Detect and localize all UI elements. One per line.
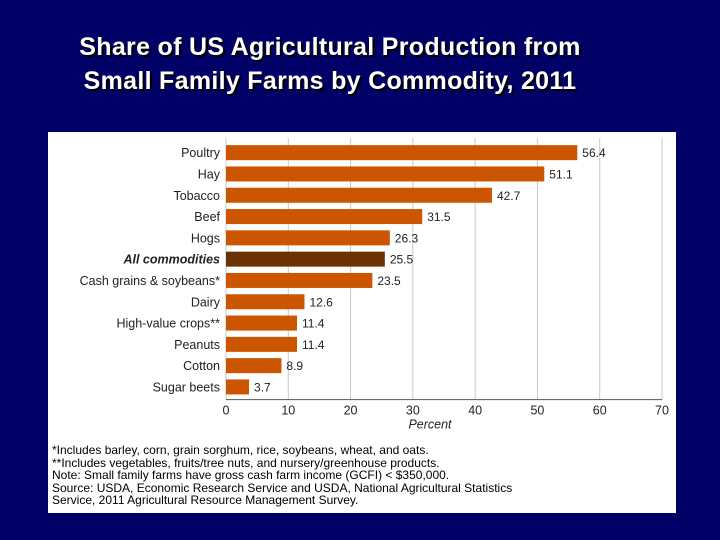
bar xyxy=(226,209,423,225)
x-tick-label: 0 xyxy=(223,404,230,418)
value-label: 11.4 xyxy=(302,317,325,331)
bar-chart: Poultry 56.4 Hay 51.1 Tobacco 42.7 Beef 31.5 Hog… xyxy=(80,138,669,432)
note-line: Note: Small family farms have gross cash… xyxy=(52,468,450,482)
value-label: 42.7 xyxy=(497,189,521,203)
value-label: 31.5 xyxy=(427,210,451,224)
category-label: All commodities xyxy=(122,253,220,267)
bar xyxy=(226,187,492,203)
category-label: Hogs xyxy=(191,231,220,245)
category-label: Sugar beets xyxy=(153,380,220,394)
note-line: **Includes vegetables, fruits/tree nuts,… xyxy=(52,455,440,470)
value-label: 56.4 xyxy=(582,146,606,160)
value-label: 11.4 xyxy=(302,338,325,352)
value-label: 12.6 xyxy=(309,295,333,309)
category-label: Peanuts xyxy=(174,338,220,352)
x-tick-label: 70 xyxy=(655,404,669,418)
category-label: Cash grains & soybeans* xyxy=(80,274,220,288)
category-label: High-value crops** xyxy=(116,317,220,331)
bar xyxy=(226,358,282,374)
category-label: Poultry xyxy=(181,146,221,160)
chart-notes: *Includes barley, corn, grain sorghum, r… xyxy=(52,444,672,507)
note-line: Service, 2011 Agricultural Resource Mana… xyxy=(52,493,359,507)
x-tick-label: 20 xyxy=(344,404,358,418)
note-line: *Includes barley, corn, grain sorghum, r… xyxy=(52,443,429,457)
value-label: 26.3 xyxy=(395,231,419,245)
x-tick-label: 10 xyxy=(281,404,295,418)
bar xyxy=(226,272,373,288)
category-label: Hay xyxy=(198,167,221,181)
bar xyxy=(226,315,298,331)
category-label: Cotton xyxy=(183,359,220,373)
bar xyxy=(226,166,545,182)
bar xyxy=(226,251,385,267)
value-label: 8.9 xyxy=(286,359,303,373)
bar xyxy=(226,230,390,246)
value-label: 25.5 xyxy=(390,253,414,267)
bar xyxy=(226,379,250,395)
category-label: Beef xyxy=(194,210,220,224)
category-label: Tobacco xyxy=(173,189,220,203)
chart-panel: Poultry 56.4 Hay 51.1 Tobacco 42.7 Beef 31.5 Hog… xyxy=(48,132,676,513)
bar xyxy=(226,336,298,352)
slide-title: Share of US Agricultural Production from… xyxy=(0,30,660,98)
x-tick-label: 60 xyxy=(593,404,607,418)
title-line-1: Share of US Agricultural Production from xyxy=(79,33,581,61)
category-label: Dairy xyxy=(191,295,221,309)
bar xyxy=(226,294,305,310)
note-line: Source: USDA, Economic Research Service … xyxy=(52,480,513,495)
value-label: 3.7 xyxy=(254,380,271,394)
value-label: 51.1 xyxy=(549,167,573,181)
x-tick-label: 40 xyxy=(468,404,482,418)
x-tick-label: 50 xyxy=(530,404,544,418)
value-label: 23.5 xyxy=(377,274,401,288)
x-tick-label: 30 xyxy=(406,404,420,418)
title-line-2: Small Family Farms by Commodity, 2011 xyxy=(83,67,577,95)
x-axis-title: Percent xyxy=(408,418,452,432)
bar xyxy=(226,145,578,161)
